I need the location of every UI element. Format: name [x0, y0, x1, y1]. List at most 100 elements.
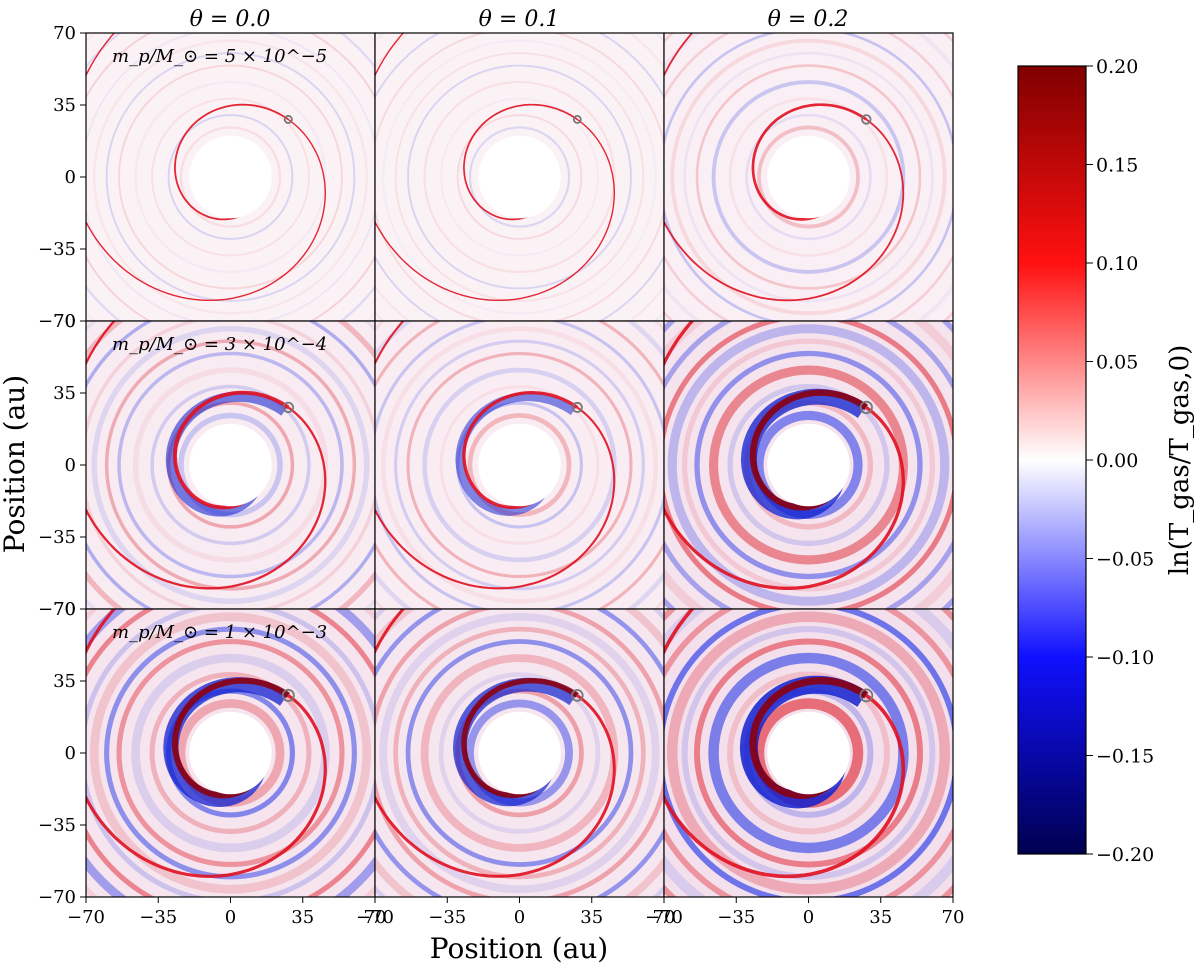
- planet-marker: [282, 401, 295, 414]
- panel-1-1: [374, 320, 665, 610]
- temperature-ring: [134, 80, 327, 274]
- y-axis-label: Position (au): [0, 375, 31, 553]
- y-tick-label: 35: [53, 95, 76, 116]
- temperature-ring: [681, 338, 936, 592]
- colorbar-tick-label: 0.05: [1096, 352, 1138, 374]
- temperature-ring: [104, 626, 357, 880]
- temperature-ring: [405, 639, 634, 867]
- panel-grid: [85, 32, 954, 898]
- x-tick-label: 0: [514, 907, 525, 928]
- outer-wake: [86, 609, 327, 878]
- column-titles: θ = 0.0 θ = 0.1 θ = 0.2: [190, 7, 849, 32]
- inner-cavity: [767, 711, 850, 795]
- y-tick-label: −35: [38, 239, 76, 260]
- temperature-ring: [167, 114, 294, 240]
- planet-marker: [281, 688, 295, 702]
- panel-1-2: [663, 320, 954, 610]
- outer-wake: [664, 33, 905, 302]
- colorbar-tick-label: 0.20: [1096, 56, 1138, 78]
- temperature-ring: [694, 638, 923, 868]
- x-tick-label: −70: [356, 907, 394, 928]
- temperature-ring: [683, 51, 934, 303]
- temperature-ring: [727, 383, 890, 547]
- y-tick-label: 0: [65, 743, 76, 764]
- temperature-ring: [379, 612, 660, 894]
- panel-2-2: [663, 608, 954, 898]
- inner-cavity: [478, 135, 561, 219]
- temperature-ring: [694, 350, 923, 580]
- temperature-ring: [407, 64, 632, 290]
- temperature-ring: [440, 97, 599, 257]
- panel-0-0: [85, 32, 376, 322]
- colorbar-tick-label: 0.10: [1096, 253, 1138, 275]
- temperature-ring: [104, 339, 357, 591]
- panel-2-0: [85, 608, 376, 898]
- temperature-ring: [394, 52, 645, 302]
- temperature-ring: [179, 126, 282, 228]
- x-tick-label: −35: [717, 907, 755, 928]
- row-label-0: m_p/M_⊙ = 5 × 10^−5: [112, 46, 327, 67]
- temperature-ring: [667, 324, 950, 606]
- temperature-ring: [757, 125, 860, 229]
- outer-wake: [664, 609, 906, 879]
- temperature-ring: [151, 97, 310, 257]
- temperature-ring: [394, 339, 645, 591]
- planet-marker: [283, 114, 293, 124]
- column-title-2: θ = 0.2: [768, 7, 849, 32]
- y-tick-label: 0: [65, 167, 76, 188]
- temperature-ring: [695, 64, 922, 290]
- temperature-ring: [380, 326, 659, 604]
- colorbar-tick-label: −0.05: [1096, 549, 1154, 571]
- panel-2-1: [374, 608, 665, 898]
- temperature-ring: [132, 367, 329, 563]
- y-tick-label: 35: [53, 383, 76, 404]
- x-tick-label: 0: [803, 907, 814, 928]
- inner-cavity: [478, 423, 561, 507]
- temperature-ring: [406, 351, 633, 579]
- temperature-ring: [105, 52, 356, 302]
- colorbar-tick-label: −0.10: [1096, 647, 1154, 669]
- temperature-ring: [711, 80, 906, 274]
- colorbar-label: ln(T_gas/T_gas,0): [1165, 345, 1195, 576]
- column-title-0: θ = 0.0: [190, 7, 271, 32]
- x-tick-label: 70: [653, 907, 676, 928]
- temperature-ring: [420, 654, 619, 852]
- planet-marker: [859, 688, 874, 703]
- column-title-1: θ = 0.1: [479, 7, 560, 32]
- outer-wake: [375, 609, 616, 878]
- inner-cavity: [767, 423, 850, 507]
- outer-wake: [375, 33, 616, 301]
- planet-marker: [861, 114, 872, 125]
- x-tick-label: −70: [645, 907, 683, 928]
- x-tick-label: 70: [364, 907, 387, 928]
- x-tick-label: 35: [869, 907, 892, 928]
- temperature-ring: [91, 326, 370, 604]
- outer-wake: [86, 321, 327, 590]
- panel-1-0: [85, 320, 376, 610]
- temperature-ring: [727, 671, 890, 835]
- temperature-ring: [670, 38, 947, 316]
- x-tick-label: 70: [942, 907, 965, 928]
- panel-0-2: [663, 32, 954, 322]
- temperature-ring: [117, 351, 344, 579]
- colorbar-tick-label: 0.00: [1096, 450, 1138, 472]
- x-tick-label: 0: [225, 907, 236, 928]
- colorbar: 0.20 0.15 0.10 0.05 0.00 −0.05 −0.10 −0.15 −0.20…: [1017, 56, 1195, 866]
- outer-wake: [86, 33, 327, 301]
- temperature-ring: [681, 626, 936, 880]
- temperature-ring: [456, 114, 583, 240]
- outer-wake: [664, 321, 905, 590]
- temperature-ring: [89, 612, 372, 894]
- temperature-ring: [422, 367, 617, 563]
- y-tick-label: 70: [53, 311, 76, 332]
- colorbar-tick-label: 0.15: [1096, 155, 1138, 177]
- temperature-ring: [468, 126, 571, 228]
- planet-marker: [570, 689, 584, 702]
- temperature-ring: [728, 97, 889, 257]
- temperature-ring: [149, 672, 312, 834]
- y-tick-label: −70: [38, 887, 76, 908]
- y-tick-label: −35: [38, 815, 76, 836]
- planet-marker: [572, 115, 582, 124]
- planet-marker: [859, 400, 873, 414]
